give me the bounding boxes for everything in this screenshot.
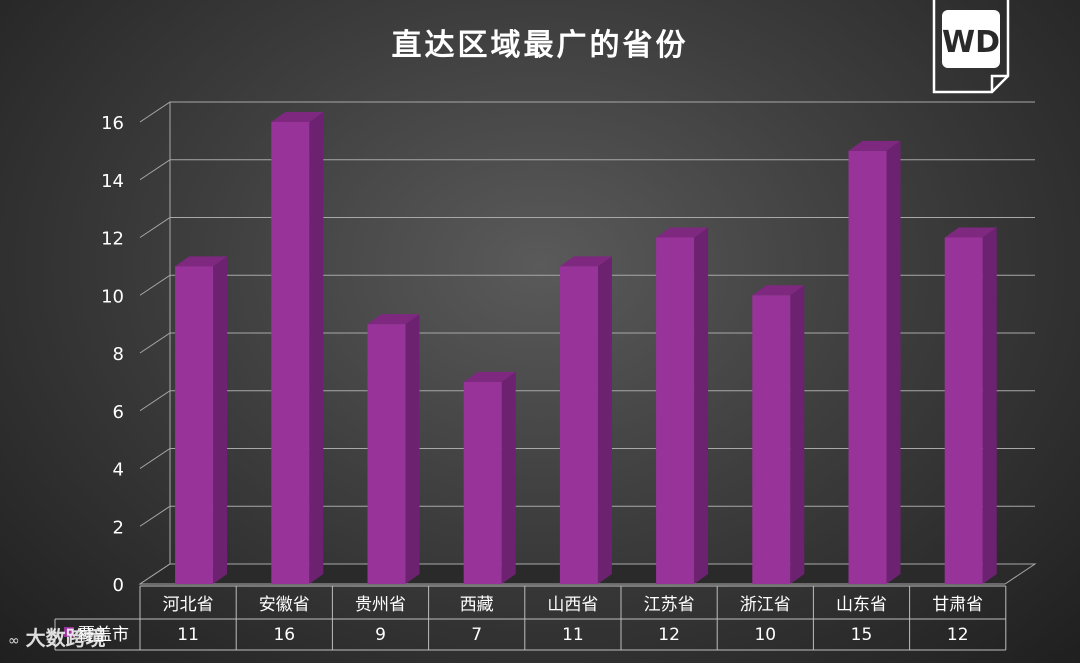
bar-河北省	[175, 256, 228, 584]
bar-top	[559, 256, 612, 267]
bar-side	[309, 112, 324, 584]
data-value-label: 11	[562, 625, 584, 645]
data-value-label: 15	[851, 625, 873, 645]
bar-贵州省	[367, 314, 420, 584]
y-tick-label: 10	[101, 286, 124, 307]
bar-江苏省	[656, 227, 709, 584]
bar-front	[848, 150, 887, 584]
data-value-label: 12	[947, 625, 969, 645]
bar-front	[463, 381, 502, 584]
y-tick-label: 12	[101, 229, 124, 250]
bar-top	[752, 285, 805, 296]
data-value-label: 7	[471, 625, 482, 645]
bar-front	[752, 295, 791, 584]
watermark-text: 大数跨境	[25, 626, 106, 650]
bar-top	[944, 227, 997, 238]
bar-side	[501, 371, 516, 584]
y-tick-label: 4	[113, 460, 124, 481]
bar-甘肃省	[944, 227, 997, 584]
bar-side	[694, 227, 709, 584]
bar-side	[597, 256, 612, 584]
bar-top	[271, 112, 324, 122]
wd-logo: WD	[932, 0, 1010, 94]
category-label: 浙江省	[740, 595, 791, 615]
gridline	[139, 101, 1035, 123]
category-label: 甘肃省	[932, 595, 983, 615]
y-tick-label: 0	[113, 575, 124, 596]
bars	[175, 112, 997, 584]
category-label: 山东省	[836, 595, 887, 615]
category-label: 西藏	[460, 595, 494, 615]
y-axis: 0 2 4 6 8 10 12 14 16	[101, 113, 124, 596]
bar-front	[944, 237, 983, 584]
bar-side	[982, 227, 997, 584]
bar-山东省	[848, 140, 901, 584]
data-value-label: 11	[177, 625, 199, 645]
bar-山西省	[559, 256, 612, 584]
bar-front	[271, 122, 310, 584]
bar-浙江省	[752, 285, 805, 584]
bar-side	[213, 256, 228, 584]
bar-side	[405, 314, 420, 584]
y-tick-label: 6	[113, 402, 124, 423]
y-tick-label: 8	[113, 344, 124, 365]
svg-text:WD: WD	[942, 25, 1000, 60]
bar-top	[656, 227, 709, 238]
bar-top	[367, 314, 420, 325]
category-label: 安徽省	[259, 595, 310, 615]
data-value-label: 9	[375, 625, 386, 645]
watermark-icon: ∞	[8, 633, 20, 649]
bar-front	[367, 324, 406, 584]
bar-top	[463, 371, 516, 382]
y-tick-label: 14	[101, 171, 124, 192]
y-tick-label: 16	[101, 113, 124, 134]
data-value-label: 16	[273, 625, 295, 645]
y-tick-label: 2	[113, 517, 124, 538]
bar-西藏	[463, 371, 516, 584]
chart-title: 直达区域最广的省份	[391, 28, 689, 63]
bar-安徽省	[271, 112, 324, 584]
bar-side	[790, 285, 805, 584]
bar-front	[175, 266, 214, 584]
bar-front	[656, 237, 695, 584]
category-label: 江苏省	[644, 595, 695, 615]
bar-top	[175, 256, 228, 267]
category-label: 河北省	[163, 595, 214, 615]
legend-key	[64, 627, 74, 637]
watermark: ∞ 大数跨境	[8, 622, 106, 651]
data-value-label: 10	[754, 625, 776, 645]
bar-top	[848, 140, 901, 151]
bar-side	[886, 140, 901, 584]
data-table: 覆盖市 河北省 11 安徽省 16 贵州省 9 西藏 7 山西省 11 江苏省 12 浙江省 10 山东省 15…	[54, 585, 1007, 651]
legend-label: 覆盖市	[78, 625, 129, 645]
category-label: 山西省	[547, 595, 598, 615]
category-label: 贵州省	[355, 595, 406, 615]
bar-front	[559, 266, 598, 584]
data-value-label: 12	[658, 625, 680, 645]
